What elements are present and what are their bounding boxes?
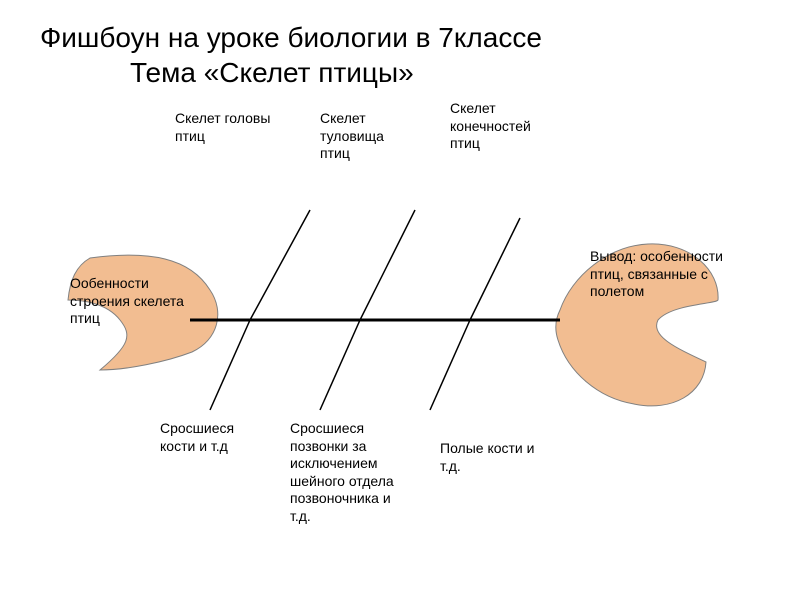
label-top-2: Скелет туловища птиц — [320, 110, 410, 163]
label-bot-1: Сросшиеся кости и т.д — [160, 420, 260, 455]
label-top-3: Скелет конечностей птиц — [450, 100, 560, 153]
label-head: Ообенности строения скелета птиц — [70, 275, 195, 328]
fish-bone-1 — [360, 210, 415, 320]
label-bot-2: Сросшиеся позвонки за исключением шейног… — [290, 420, 410, 525]
label-top-1: Скелет головы птиц — [175, 110, 285, 145]
label-bot-3: Полые кости и т.д. — [440, 440, 540, 475]
fish-bone-3 — [210, 320, 250, 410]
fish-bone-5 — [430, 320, 470, 410]
fishbone-stage: Фишбоун на уроке биологии в 7классе Тема… — [0, 0, 800, 600]
label-tail: Вывод: особенности птиц, связанные с пол… — [590, 248, 740, 301]
fish-bone-4 — [320, 320, 360, 410]
fish-bones-group — [210, 210, 520, 410]
fish-bone-2 — [470, 218, 520, 320]
fish-bone-0 — [250, 210, 310, 320]
